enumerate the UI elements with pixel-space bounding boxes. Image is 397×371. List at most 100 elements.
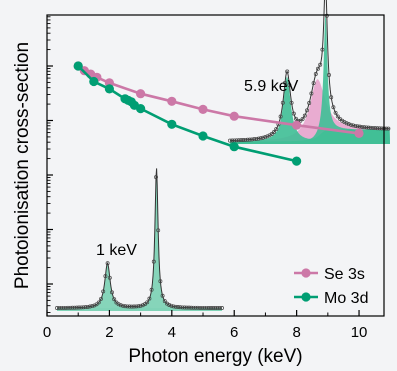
inset-5-9kev-point: [362, 125, 367, 130]
inset-5-9kev-point: [265, 134, 270, 139]
inset-1kev-point: [121, 303, 125, 308]
inset-1kev-point: [123, 304, 128, 309]
inset-1kev-point: [173, 304, 178, 309]
inset-1kev-point: [220, 306, 224, 310]
legend-label: Mo 3d: [324, 290, 368, 307]
inset-1kev-point: [167, 303, 172, 307]
data-point: [167, 119, 177, 129]
inset-1kev-point: [88, 304, 92, 309]
x-tick-label: 0: [43, 324, 51, 341]
inset-1kev-point: [105, 261, 110, 266]
inset-5-9kev-point: [239, 138, 243, 143]
inset-1kev-point: [162, 299, 167, 304]
inset-5-9kev-point: [307, 101, 312, 105]
legend: Se 3s Mo 3d: [294, 266, 368, 307]
inset-5-9kev-point: [294, 116, 298, 121]
inset-1kev-point: [99, 296, 103, 301]
inset-5-9kev-component-0: [230, 79, 390, 144]
inset-1kev-point: [211, 306, 216, 310]
inset-5-9kev-point: [311, 81, 316, 86]
inset-1kev-point: [169, 303, 174, 308]
inset-1kev-point: [83, 305, 88, 310]
inset-5-9kev: 5.9 keV: [228, 0, 391, 144]
inset-1kev-point: [171, 304, 176, 309]
data-point: [229, 111, 239, 121]
inset-1kev-point: [193, 305, 198, 310]
inset-5-9kev-point: [366, 125, 371, 130]
inset-1kev-component-0: [57, 263, 222, 311]
inset-5-9kev-point: [355, 124, 360, 129]
inset-5-9kev-point: [230, 138, 235, 143]
inset-5-9kev-point: [344, 121, 349, 126]
inset-1kev-point: [96, 300, 101, 305]
inset-5-9kev-point: [364, 125, 369, 130]
x-tick-label: 2: [105, 324, 113, 341]
inset-1kev-point: [151, 259, 156, 264]
inset-1kev-point: [217, 306, 222, 310]
data-point: [136, 89, 146, 99]
inset-1kev-point: [101, 289, 106, 294]
inset-1kev-point: [134, 304, 139, 309]
legend-label: Se 3s: [324, 266, 365, 283]
inset-1kev-envelope: [57, 168, 222, 309]
inset-5-9kev-point: [331, 105, 336, 110]
data-point: [73, 61, 83, 71]
inset-5-9kev-point: [241, 138, 246, 142]
inset-1kev-point: [187, 305, 191, 310]
inset-1kev-point: [68, 305, 73, 310]
inset-5-9kev-point: [254, 136, 259, 141]
data-point: [354, 128, 364, 138]
inset-5-9kev-point: [272, 130, 276, 134]
inset-5-9kev-point: [373, 126, 378, 131]
inset-5-9kev-point: [256, 136, 261, 141]
inset-5-9kev-point: [305, 108, 309, 113]
axes-frame: [46, 14, 385, 317]
data-point: [198, 131, 208, 141]
inset-1kev-point: [107, 275, 112, 280]
data-point: [136, 104, 146, 114]
series-mo-3d: [73, 61, 302, 166]
inset-1kev-point: [66, 305, 70, 310]
inset-1kev-point: [178, 305, 183, 310]
inset-1kev-point: [57, 305, 62, 310]
inset-5-9kev-point: [258, 136, 263, 141]
inset-5-9kev-point: [318, 62, 323, 67]
inset-5-9kev-point: [368, 125, 373, 130]
inset-1kev-point: [85, 304, 90, 309]
inset-5-9kev-point: [278, 114, 283, 119]
x-tick-label: 4: [168, 324, 176, 341]
inset-5-9kev-point: [228, 138, 232, 143]
inset-5-9kev-point: [280, 100, 285, 105]
inset-5-9kev-point: [375, 126, 380, 131]
inset-1kev-point: [184, 305, 189, 310]
inset-5-9kev-component-2: [230, 13, 390, 144]
inset-5-9kev-point: [377, 126, 382, 131]
inset-5-9kev-point: [316, 66, 320, 71]
inset-1kev-point: [110, 290, 114, 295]
inset-1kev-point: [195, 305, 200, 310]
inset-5-9kev-point: [247, 137, 252, 142]
data-point: [89, 76, 99, 87]
data-point: [292, 156, 302, 166]
inset-1kev-point: [209, 306, 213, 310]
data-point: [167, 96, 177, 106]
inset-1kev-point: [136, 304, 141, 309]
inset-1kev-point: [145, 300, 150, 305]
inset-1kev-point: [70, 305, 75, 310]
inset-1kev-point: [55, 306, 59, 310]
inset-1kev-point: [189, 305, 194, 310]
inset-5-9kev-envelope: [229, 0, 390, 142]
inset-5-9kev-point: [324, 13, 329, 18]
inset-5-9kev-point: [349, 122, 353, 127]
inset-1kev-point: [129, 304, 134, 309]
x-axis-label: Photon energy (keV): [128, 346, 302, 367]
inset-1kev-point: [180, 305, 185, 310]
inset-1kev-point: [127, 304, 132, 309]
inset-5-9kev-point: [285, 69, 290, 74]
inset-5-9kev-point: [261, 135, 265, 140]
series-layer: [73, 61, 364, 166]
inset-5-9kev-point: [302, 113, 307, 118]
inset-5-9kev-point: [342, 120, 347, 125]
inset-1kev-point: [160, 293, 165, 298]
